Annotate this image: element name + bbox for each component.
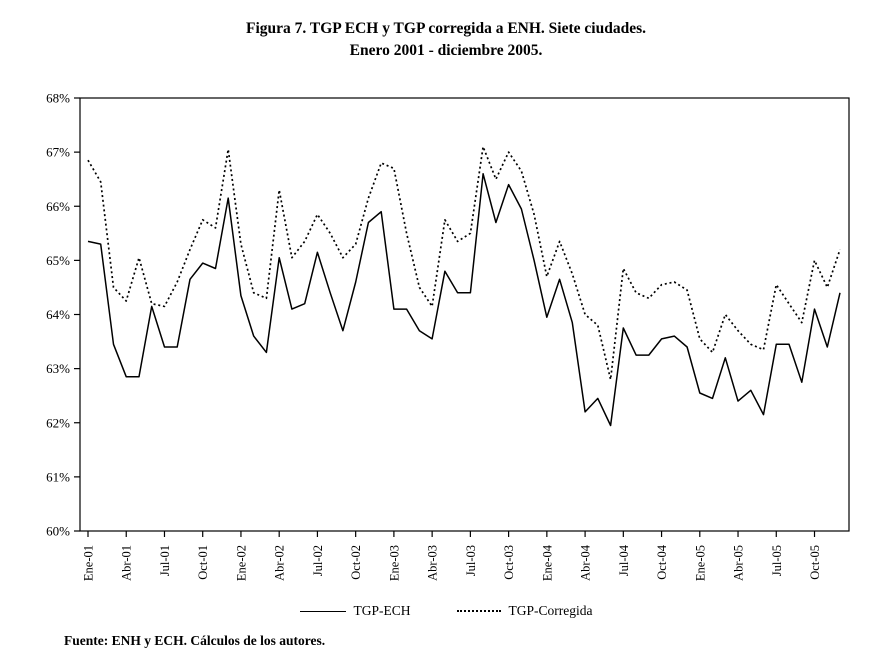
x-axis-label: Abr-01 (120, 545, 134, 581)
x-axis-label: Abr-04 (579, 544, 593, 581)
legend-label: TGP-Corregida (508, 603, 593, 618)
y-axis-label: 65% (46, 253, 70, 268)
series-tgp-ech (87, 173, 841, 427)
x-axis-label: Abr-02 (273, 545, 287, 581)
figure-title: Figura 7. TGP ECH y TGP corregida a ENH.… (245, 20, 646, 37)
x-axis-label: Jul-03 (464, 545, 478, 576)
x-axis-label: Abr-05 (732, 545, 746, 581)
figure-title-block: Figura 7. TGP ECH y TGP corregida a ENH.… (0, 18, 892, 62)
x-axis-label: Abr-03 (426, 545, 440, 581)
x-axis-label: Ene-01 (82, 545, 96, 581)
legend-item-tgp-ech: TGP-ECH (299, 603, 411, 619)
x-axis-label: Oct-01 (196, 545, 210, 580)
y-axis-label: 63% (46, 361, 70, 376)
x-axis-label: Ene-03 (387, 545, 401, 581)
figure-subtitle: Enero 2001 - diciembre 2005. (349, 42, 543, 59)
x-axis-label: Jul-04 (617, 544, 631, 576)
x-axis-label: Jul-05 (770, 545, 784, 576)
y-axis-label: 61% (46, 469, 70, 484)
x-axis-label: Oct-03 (502, 545, 516, 580)
y-axis-label: 67% (46, 145, 70, 160)
y-axis-label: 60% (46, 524, 70, 539)
y-axis-label: 68% (46, 91, 70, 106)
y-axis-label: 62% (46, 415, 70, 430)
legend-label: TGP-ECH (353, 603, 411, 618)
x-axis-label: Oct-04 (655, 544, 669, 579)
y-axis-label: 64% (46, 307, 70, 322)
y-axis-label: 66% (46, 199, 70, 214)
plot-border (79, 97, 850, 532)
x-axis-label: Ene-05 (693, 545, 707, 581)
chart-legend: TGP-ECH TGP-Corregida (0, 603, 892, 619)
source-note: Fuente: ENH y ECH. Cálculos de los autor… (64, 633, 326, 648)
x-axis-label: Oct-05 (808, 545, 822, 580)
dotted-line-swatch (456, 610, 501, 612)
x-axis-label: Oct-02 (349, 545, 363, 580)
legend-item-tgp-corregida: TGP-Corregida (456, 603, 593, 619)
solid-line-swatch (299, 610, 346, 612)
x-axis-label: Jul-02 (311, 545, 325, 576)
x-axis-label: Ene-02 (234, 545, 248, 581)
series-tgp-corregida (87, 145, 841, 381)
x-axis-label: Ene-04 (540, 544, 554, 581)
x-axis-label: Jul-01 (158, 545, 172, 576)
